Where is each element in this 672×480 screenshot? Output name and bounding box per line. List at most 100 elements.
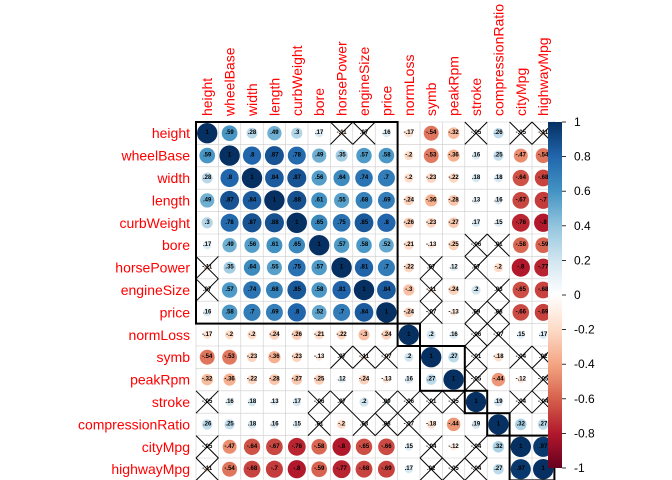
correlation-circle (534, 281, 552, 299)
insignificant-cross (464, 300, 488, 324)
correlation-value: .18 (494, 175, 503, 181)
correlation-circle (488, 414, 509, 435)
insignificant-cross (195, 278, 219, 302)
correlation-value: -.54 (202, 354, 213, 360)
insignificant-cross (509, 345, 533, 369)
correlation-circle (310, 214, 328, 232)
correlation-circle (471, 151, 481, 160)
correlation-circle (332, 437, 351, 456)
correlation-value: .35 (225, 265, 234, 271)
correlation-value: .52 (315, 309, 324, 315)
correlation-circle (201, 373, 213, 386)
correlation-circle (264, 190, 285, 211)
correlation-circle (359, 397, 369, 407)
correlation-circle (333, 237, 350, 253)
correlation-value: -.47 (516, 153, 527, 159)
correlation-circle (220, 168, 239, 188)
correlation-value: .88 (270, 220, 279, 226)
insignificant-cross (374, 390, 398, 414)
correlation-value: -.24 (448, 287, 459, 293)
correlation-value: .7 (384, 265, 390, 271)
correlation-value: -.8 (540, 220, 548, 226)
correlation-circle (243, 460, 261, 478)
correlation-circle (292, 420, 301, 429)
row-label: symb (157, 349, 191, 365)
correlation-value: .69 (270, 309, 279, 315)
correlation-circle (404, 375, 413, 384)
correlation-value: .19 (494, 399, 503, 405)
correlation-circle (200, 193, 215, 208)
correlation-circle (223, 373, 236, 386)
correlation-value: -.27 (292, 377, 303, 383)
correlation-circle (332, 280, 351, 300)
colorbar-tick-label: -0.2 (574, 323, 595, 337)
correlation-circle (448, 351, 459, 363)
correlation-circle (443, 369, 464, 390)
correlation-circle (471, 285, 481, 295)
correlation-value: -.25 (448, 242, 459, 248)
correlation-circle (222, 461, 238, 477)
correlation-circle (242, 191, 262, 210)
correlation-circle (311, 282, 327, 298)
correlation-value: 1 (340, 265, 344, 271)
correlation-circle (242, 146, 262, 165)
column-label: symb (423, 82, 439, 116)
insignificant-cross (464, 345, 488, 369)
column-label: highwayMpg (535, 37, 551, 116)
correlation-value: -.7 (271, 466, 279, 472)
correlation-circle (266, 237, 283, 254)
correlation-circle (287, 280, 307, 300)
correlation-circle (512, 281, 530, 299)
correlation-circle (267, 126, 282, 141)
correlation-value: -.77 (538, 265, 549, 271)
correlation-circle (287, 190, 307, 210)
correlation-circle (377, 460, 395, 478)
correlation-value: -.36 (224, 377, 235, 383)
insignificant-cross (486, 323, 510, 347)
correlation-value: -.68 (247, 466, 258, 472)
correlation-circle (291, 374, 303, 385)
correlation-value: -.2 (226, 332, 234, 338)
correlation-value: -.66 (381, 444, 392, 450)
column-label: curbWeight (289, 45, 305, 116)
insignificant-cross (419, 435, 443, 459)
cluster-rect (396, 322, 422, 348)
correlation-value: -.68 (538, 287, 549, 293)
correlation-circle (471, 419, 481, 429)
correlation-value: .68 (360, 197, 369, 203)
correlation-circle (288, 236, 306, 254)
correlation-circle (268, 351, 281, 364)
correlation-value: -.59 (538, 242, 549, 248)
insignificant-cross (419, 457, 443, 480)
correlation-circle (314, 128, 324, 138)
correlation-circle (449, 308, 458, 317)
row-label: stroke (152, 394, 190, 410)
correlation-value: 1 (385, 309, 389, 315)
correlation-circle (377, 191, 395, 209)
correlation-value: -.13 (448, 309, 459, 315)
correlation-value: .75 (337, 220, 346, 226)
correlation-circle (266, 438, 283, 456)
row-label: length (152, 192, 190, 208)
insignificant-cross (419, 256, 443, 280)
correlation-value: .17 (472, 220, 481, 226)
correlation-value: .65 (315, 220, 324, 226)
insignificant-cross (195, 256, 219, 280)
correlation-value: .69 (382, 197, 391, 203)
correlation-value: 1 (542, 466, 546, 472)
correlation-value: -.13 (381, 377, 392, 383)
correlation-value: -.64 (516, 175, 527, 181)
correlation-value: -.53 (224, 354, 235, 360)
column-label: compressionRatio (490, 4, 506, 116)
correlation-circle (202, 330, 212, 340)
insignificant-cross (464, 256, 488, 280)
correlation-value: .19 (472, 421, 481, 427)
correlation-value: -.12 (516, 377, 527, 383)
correlation-circle (377, 169, 395, 187)
colorbar-legend: 1 0.8 0.6 0.4 0.2 0 -0.2 -0.4 -0.6 -0.8 -1 (548, 115, 595, 475)
correlation-value: .18 (472, 175, 481, 181)
correlation-value: -.68 (538, 175, 549, 181)
correlation-circle (336, 330, 347, 340)
insignificant-cross (486, 300, 510, 324)
correlation-value: -.13 (314, 354, 325, 360)
